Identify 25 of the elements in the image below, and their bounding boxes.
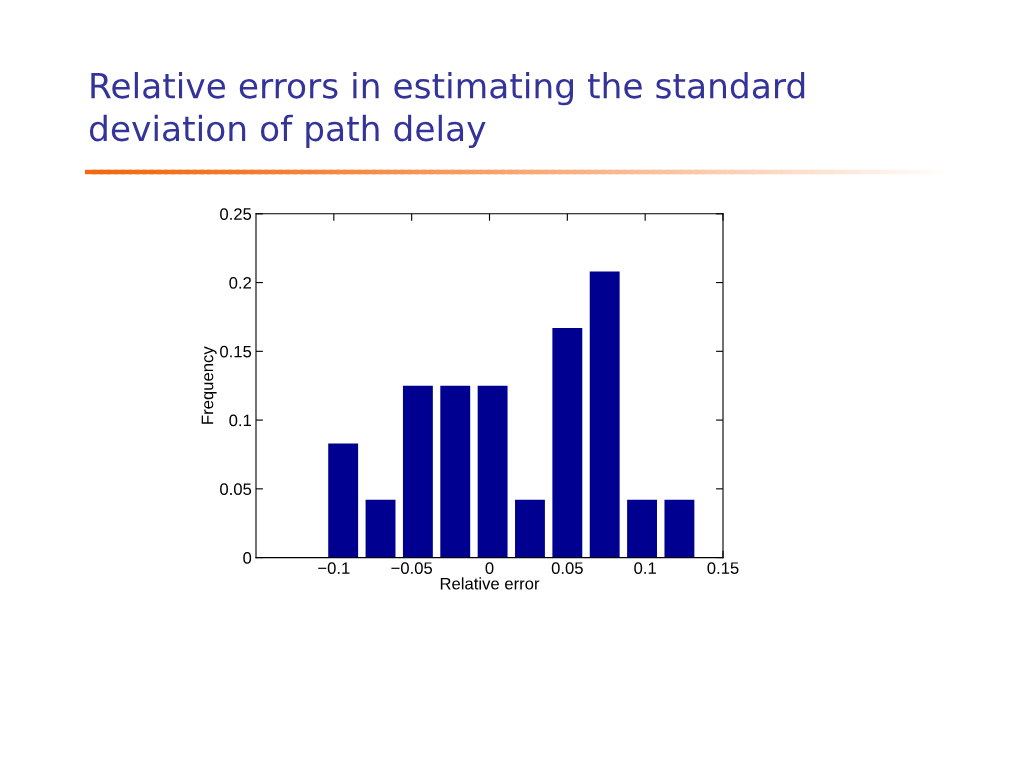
- y-tick-label: 0.2: [229, 276, 251, 289]
- x-tick-label: 0.15: [707, 562, 739, 575]
- x-tick-label: 0.1: [634, 562, 656, 575]
- y-tick-label: 0.15: [220, 345, 252, 358]
- bar: [477, 385, 508, 558]
- bar: [589, 271, 620, 558]
- y-tick-label: 0.25: [220, 208, 252, 220]
- x-axis-title: Relative error: [440, 577, 540, 590]
- x-tick-label: −0.05: [391, 562, 433, 575]
- bar: [402, 385, 433, 558]
- bar: [552, 327, 583, 558]
- y-axis-title: Frequency: [201, 346, 217, 424]
- bar: [440, 385, 471, 558]
- chart-title: Relative errors in estimating the standard deviation of path delay: [89, 72, 805, 149]
- x-tick-label: −0.1: [318, 562, 350, 575]
- bar: [365, 499, 396, 558]
- bar: [515, 499, 545, 558]
- x-tick-label: 0.05: [551, 562, 583, 575]
- y-tick-label: 0.1: [229, 414, 252, 427]
- bar: [328, 443, 359, 558]
- bar: [627, 499, 657, 558]
- y-tick-label: 0.05: [220, 483, 252, 496]
- bar: [664, 499, 695, 558]
- y-tick-label: 0: [243, 552, 252, 564]
- x-tick-label: 0: [485, 562, 494, 575]
